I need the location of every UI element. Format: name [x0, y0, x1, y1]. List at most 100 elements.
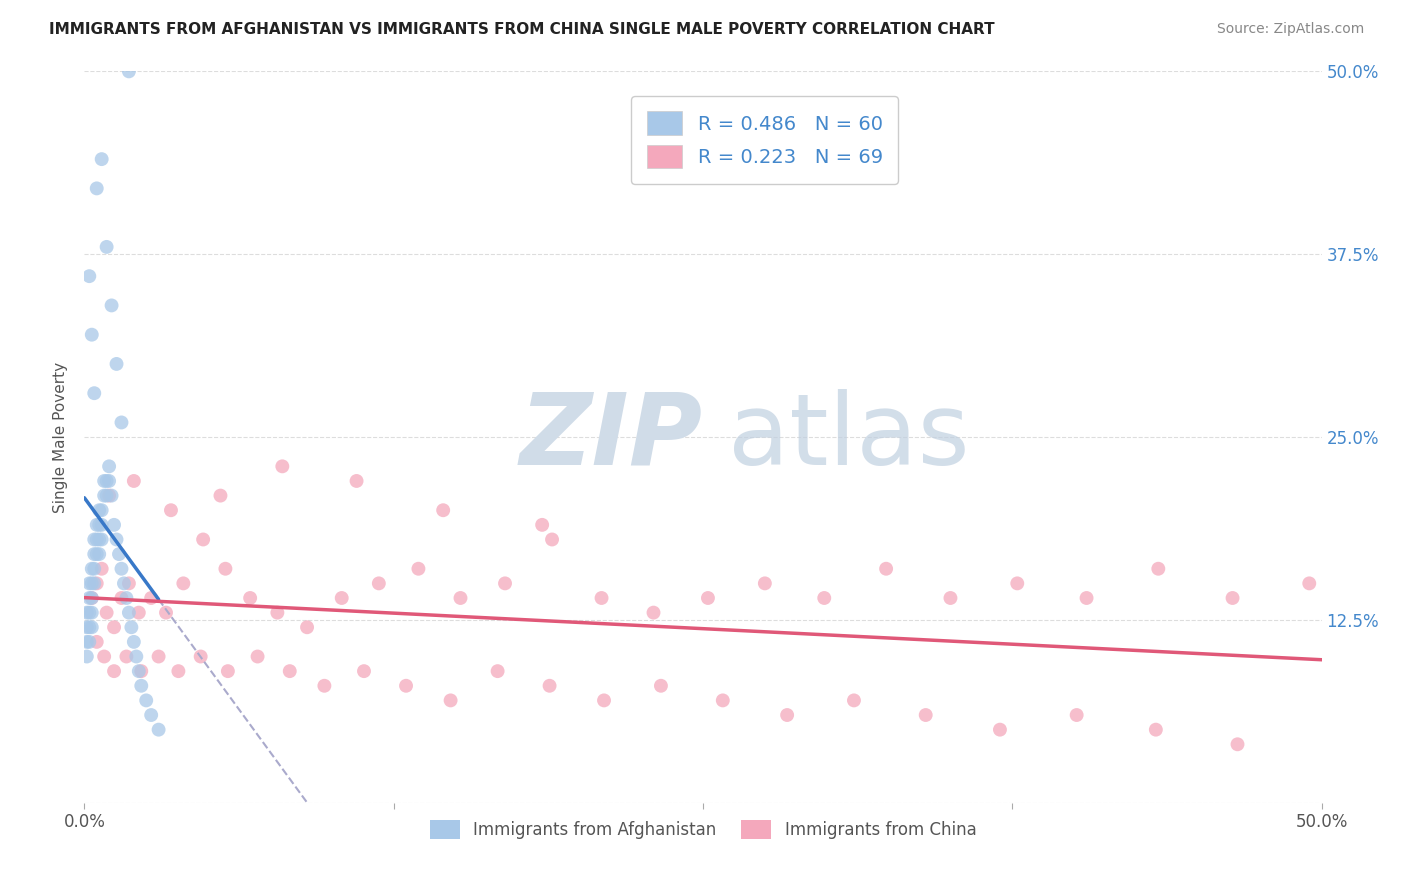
- Point: [988, 723, 1011, 737]
- Point: [90, 517, 112, 532]
- Point: [93, 474, 115, 488]
- Point: [96, 474, 118, 488]
- Point: [96, 606, 118, 620]
- Point: [148, 649, 170, 664]
- Point: [76, 620, 98, 634]
- Point: [190, 649, 212, 664]
- Point: [80, 591, 103, 605]
- Point: [650, 679, 672, 693]
- Point: [278, 664, 301, 678]
- Point: [939, 591, 962, 605]
- Point: [98, 474, 121, 488]
- Point: [80, 327, 103, 342]
- Point: [105, 357, 128, 371]
- Point: [531, 517, 554, 532]
- Point: [86, 181, 108, 195]
- Point: [83, 547, 105, 561]
- Point: [98, 489, 121, 503]
- Point: [813, 591, 835, 605]
- Point: [125, 649, 148, 664]
- Point: [167, 664, 190, 678]
- Point: [239, 591, 262, 605]
- Point: [128, 664, 150, 678]
- Point: [76, 649, 98, 664]
- Point: [86, 517, 108, 532]
- Point: [115, 649, 138, 664]
- Y-axis label: Single Male Poverty: Single Male Poverty: [53, 361, 69, 513]
- Point: [266, 606, 288, 620]
- Point: [103, 664, 125, 678]
- Point: [79, 576, 101, 591]
- Point: [110, 562, 132, 576]
- Point: [83, 386, 105, 401]
- Point: [439, 693, 461, 707]
- Point: [754, 576, 776, 591]
- Point: [148, 723, 170, 737]
- Point: [842, 693, 865, 707]
- Point: [432, 503, 454, 517]
- Text: Source: ZipAtlas.com: Source: ZipAtlas.com: [1216, 22, 1364, 37]
- Point: [100, 298, 122, 312]
- Point: [141, 591, 163, 605]
- Point: [93, 649, 115, 664]
- Point: [776, 708, 799, 723]
- Point: [591, 591, 613, 605]
- Point: [103, 620, 125, 634]
- Point: [155, 606, 177, 620]
- Point: [141, 708, 163, 723]
- Point: [80, 576, 103, 591]
- Point: [128, 606, 150, 620]
- Point: [110, 416, 132, 430]
- Point: [1222, 591, 1244, 605]
- Point: [118, 606, 141, 620]
- Point: [1147, 562, 1170, 576]
- Point: [80, 591, 103, 605]
- Point: [90, 562, 112, 576]
- Point: [110, 591, 132, 605]
- Point: [96, 240, 118, 254]
- Point: [643, 606, 665, 620]
- Point: [89, 533, 111, 547]
- Point: [86, 635, 108, 649]
- Point: [541, 533, 564, 547]
- Point: [314, 679, 336, 693]
- Legend: Immigrants from Afghanistan, Immigrants from China: Immigrants from Afghanistan, Immigrants …: [423, 814, 983, 846]
- Point: [209, 489, 232, 503]
- Point: [346, 474, 368, 488]
- Point: [90, 152, 112, 166]
- Point: [172, 576, 194, 591]
- Point: [80, 606, 103, 620]
- Point: [79, 591, 101, 605]
- Point: [135, 693, 157, 707]
- Point: [711, 693, 734, 707]
- Point: [83, 533, 105, 547]
- Text: ZIP: ZIP: [520, 389, 703, 485]
- Point: [76, 635, 98, 649]
- Point: [395, 679, 418, 693]
- Point: [1007, 576, 1029, 591]
- Point: [486, 664, 509, 678]
- Point: [367, 576, 389, 591]
- Point: [86, 576, 108, 591]
- Point: [76, 606, 98, 620]
- Point: [89, 517, 111, 532]
- Point: [246, 649, 269, 664]
- Point: [122, 635, 145, 649]
- Point: [1066, 708, 1088, 723]
- Point: [93, 489, 115, 503]
- Point: [79, 606, 101, 620]
- Point: [105, 533, 128, 547]
- Point: [593, 693, 616, 707]
- Point: [90, 533, 112, 547]
- Point: [112, 576, 135, 591]
- Point: [408, 562, 430, 576]
- Text: atlas: atlas: [728, 389, 969, 485]
- Point: [129, 679, 152, 693]
- Point: [115, 591, 138, 605]
- Point: [538, 679, 561, 693]
- Point: [494, 576, 516, 591]
- Point: [86, 533, 108, 547]
- Point: [353, 664, 375, 678]
- Point: [914, 708, 936, 723]
- Point: [98, 459, 121, 474]
